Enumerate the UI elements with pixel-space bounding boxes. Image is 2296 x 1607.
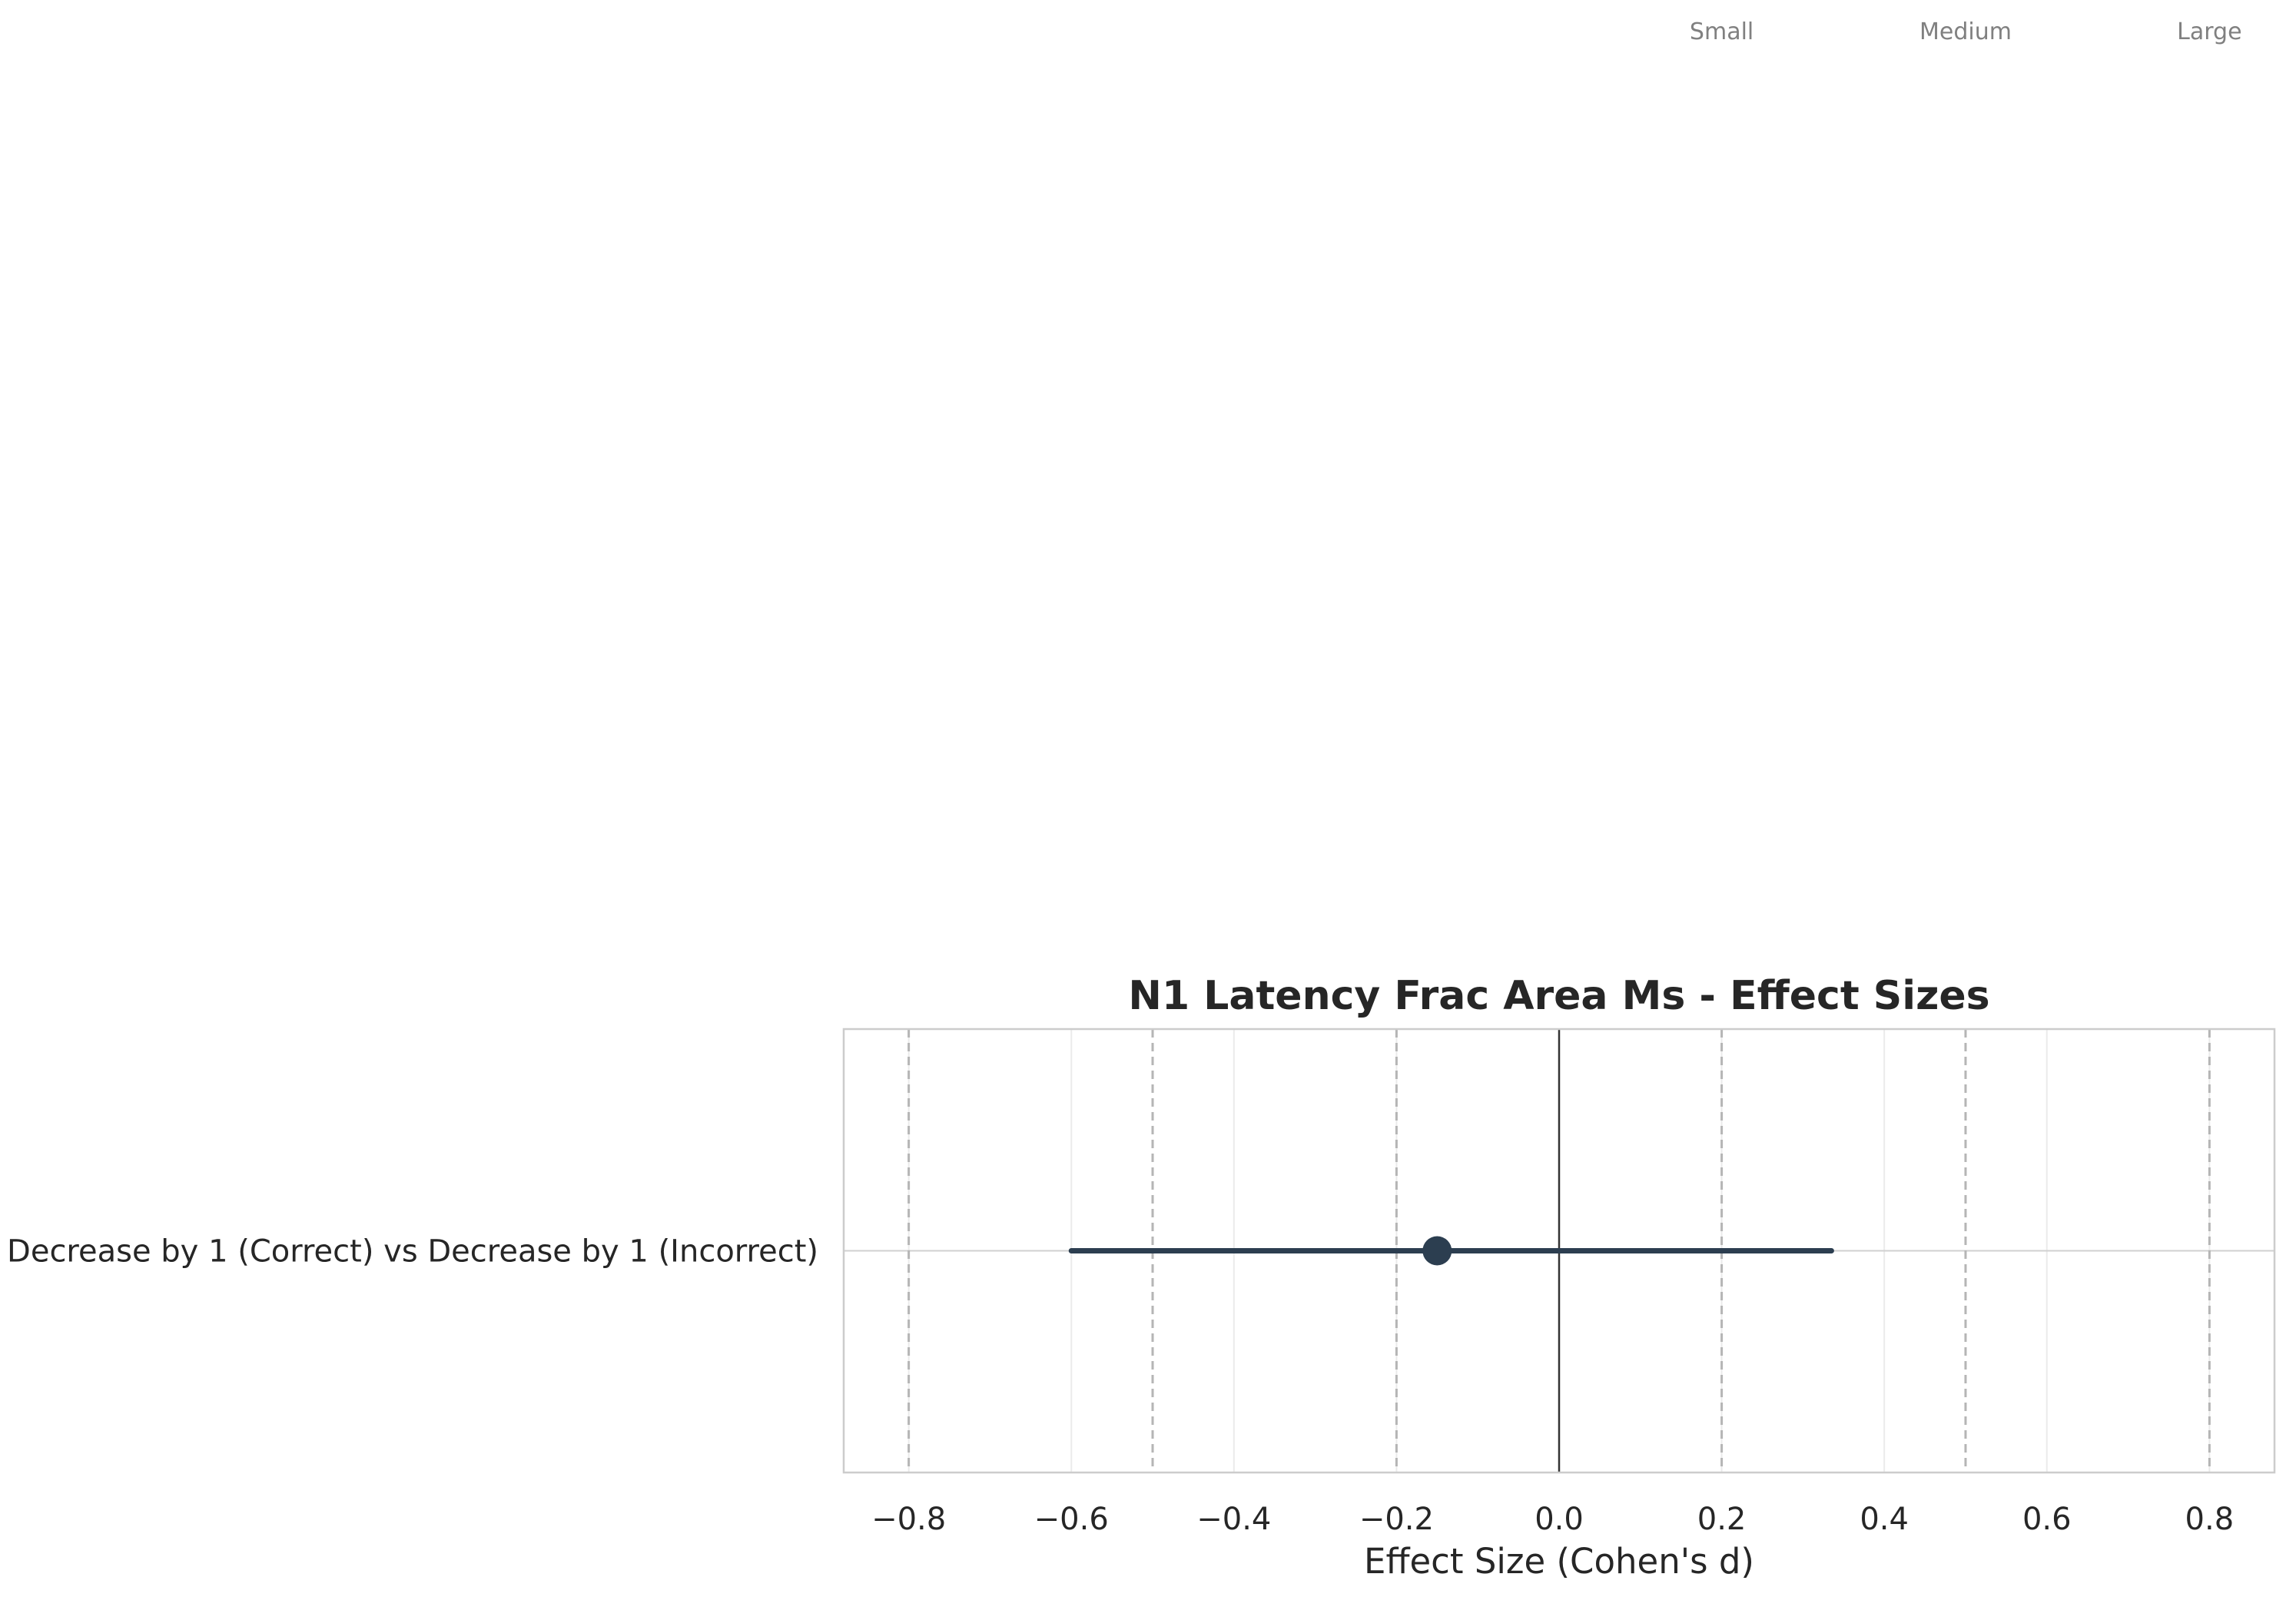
effect-size-marks — [1068, 1236, 1834, 1266]
x-tick-label: 0.0 — [1535, 1502, 1584, 1537]
x-tick-label: 0.4 — [1860, 1502, 1909, 1537]
y-axis-category-labels: Decrease by 1 (Correct) vs Decrease by 1… — [7, 1234, 818, 1270]
threshold-label-large: Large — [2177, 18, 2241, 45]
y-category-label: Decrease by 1 (Correct) vs Decrease by 1… — [7, 1234, 818, 1270]
x-tick-label: 0.8 — [2185, 1502, 2235, 1537]
x-tick-label: 0.6 — [2022, 1502, 2072, 1537]
x-tick-label: 0.2 — [1697, 1502, 1747, 1537]
chart-title: N1 Latency Frac Area Ms - Effect Sizes — [1128, 973, 1989, 1019]
effect-size-point — [1422, 1236, 1452, 1266]
plot-frame — [842, 1028, 2276, 1474]
x-tick-label: −0.6 — [1034, 1502, 1109, 1537]
threshold-label-medium: Medium — [1919, 18, 2012, 45]
threshold-label-small: Small — [1690, 18, 1754, 45]
threshold-labels: Small Medium Large — [1690, 18, 2242, 45]
x-tick-label: −0.4 — [1196, 1502, 1271, 1537]
x-tick-label: −0.2 — [1359, 1502, 1434, 1537]
x-tick-label: −0.8 — [871, 1502, 946, 1537]
x-axis-ticks: −0.8 −0.6 −0.4 −0.2 0.0 0.2 0.4 0.6 0.8 — [871, 1502, 2234, 1537]
x-axis-label: Effect Size (Cohen's d) — [1364, 1541, 1754, 1582]
